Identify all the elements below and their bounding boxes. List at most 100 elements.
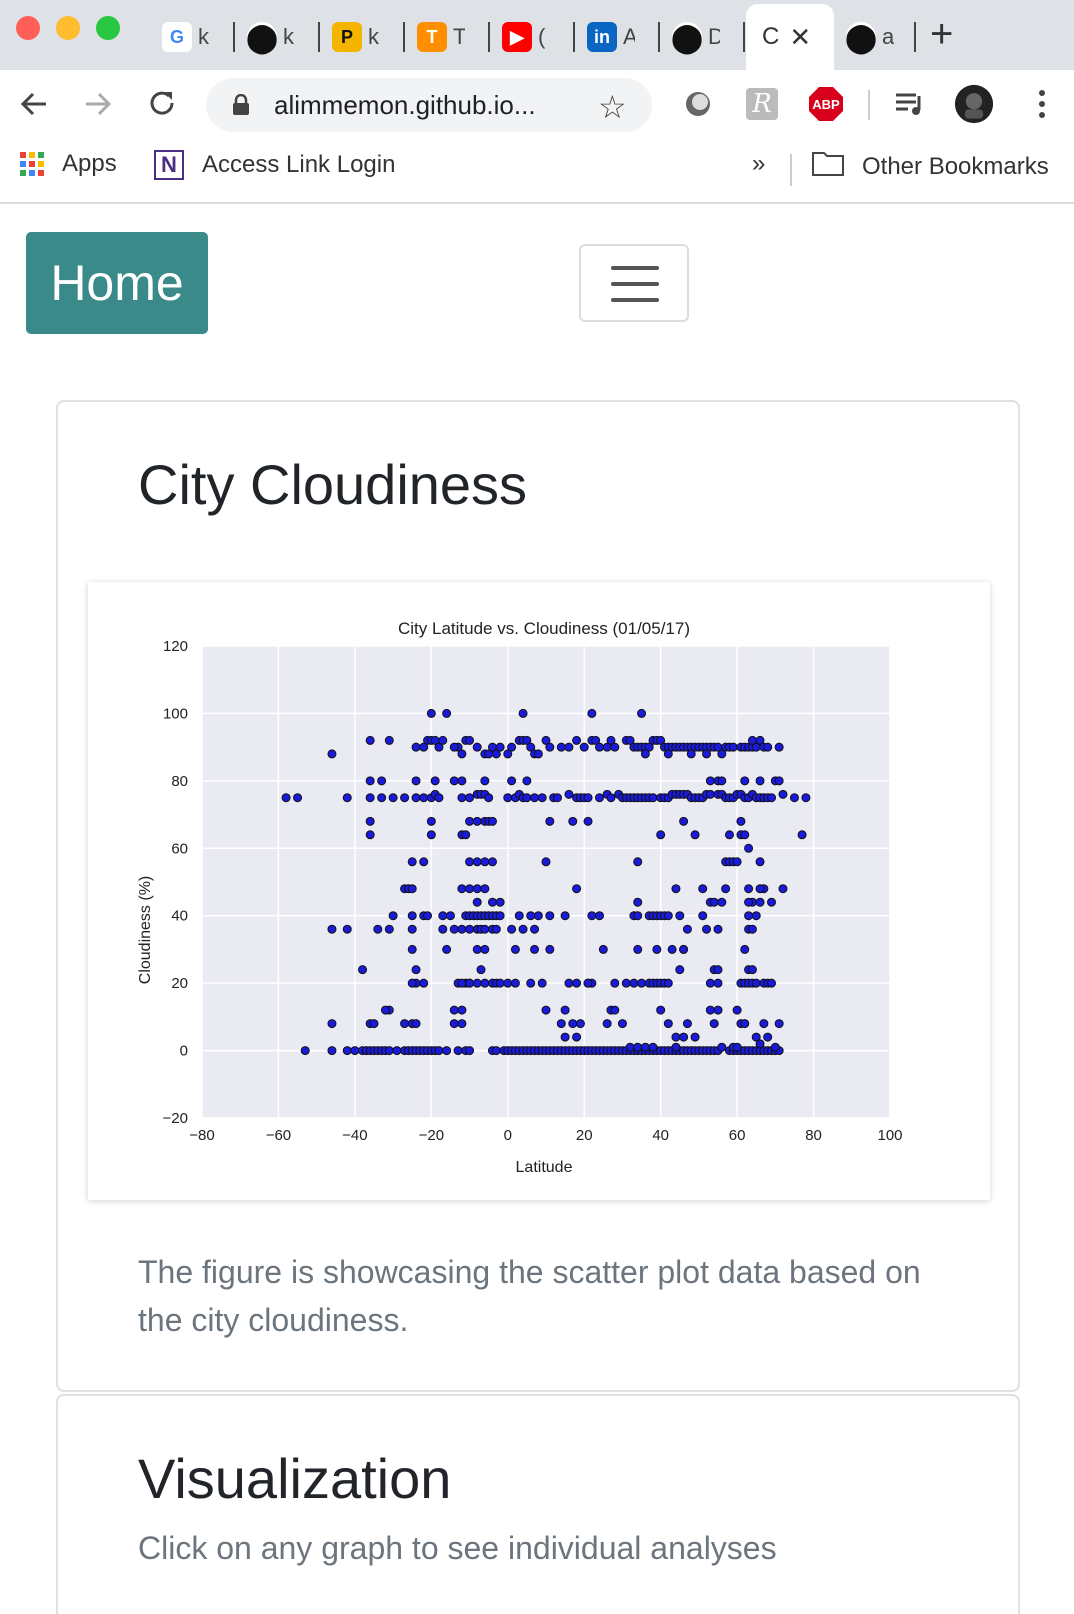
address-bar[interactable]: alimmemon.github.io... ☆ (206, 78, 652, 132)
x-tick-label: 60 (729, 1127, 746, 1144)
new-tab-button[interactable]: + (930, 12, 954, 56)
tab-active[interactable]: C ✕ (746, 4, 834, 70)
avatar[interactable] (954, 84, 994, 124)
navbar-toggle-button[interactable] (579, 244, 689, 322)
data-point (583, 978, 593, 988)
bookmark-star-icon[interactable]: ☆ (598, 89, 627, 125)
data-point (682, 1019, 692, 1029)
x-tick-label: 100 (877, 1127, 902, 1144)
data-point (380, 1005, 390, 1015)
data-point (442, 708, 452, 718)
tick-labels: −80 −60 −40 −20 0 20 40 60 80 100 −20 0 20 40 60 80 100 1… (163, 638, 903, 1144)
data-point (652, 944, 662, 954)
data-point (686, 749, 696, 759)
data-point (522, 735, 532, 745)
minimize-window-button[interactable] (56, 16, 80, 40)
tab-youtube[interactable]: ▶( (490, 8, 575, 66)
data-point (465, 857, 475, 867)
nu-logo-icon: N (154, 150, 184, 180)
tab-github[interactable]: ⬤ a (834, 8, 916, 66)
data-point (449, 1019, 459, 1029)
data-point (721, 884, 731, 894)
data-point (407, 911, 417, 921)
reload-icon[interactable] (142, 84, 182, 124)
data-point (602, 1019, 612, 1029)
data-point (411, 742, 421, 752)
data-point (732, 857, 742, 867)
x-tick-label: −40 (342, 1127, 367, 1144)
data-point (637, 708, 647, 718)
bookmark-access-link[interactable]: N Access Link Login (154, 150, 395, 180)
forward-icon[interactable] (78, 84, 118, 124)
tab-linkedin[interactable]: in A (575, 8, 660, 66)
data-point (713, 1005, 723, 1015)
data-point (530, 793, 540, 803)
tab-separator (488, 22, 490, 52)
data-point (430, 776, 440, 786)
folder-icon (812, 150, 844, 183)
data-point (572, 1032, 582, 1042)
tab-github[interactable]: ⬤ D (660, 8, 745, 66)
data-point (407, 924, 417, 934)
bookmark-other[interactable]: Other Bookmarks (812, 150, 1049, 183)
data-point (495, 978, 505, 988)
home-button[interactable]: Home (26, 232, 208, 334)
data-point (560, 1032, 570, 1042)
data-point (610, 742, 620, 752)
x-axis-label: Latitude (516, 1159, 573, 1176)
data-point (740, 776, 750, 786)
card-visualization: Visualization Click on any graph to see … (56, 1394, 1020, 1614)
data-point (510, 978, 520, 988)
data-point (564, 789, 574, 799)
data-point (377, 776, 387, 786)
data-point (426, 708, 436, 718)
bookmarks-overflow-button[interactable]: » (752, 150, 766, 177)
r-icon[interactable]: R (742, 84, 782, 124)
close-icon[interactable]: ✕ (789, 21, 812, 52)
data-point (350, 1046, 360, 1056)
data-point (293, 793, 303, 803)
data-point (556, 1019, 566, 1029)
tab-github[interactable]: ⬤ k (235, 8, 320, 66)
data-point (457, 776, 467, 786)
data-point (644, 742, 654, 752)
maximize-window-button[interactable] (96, 16, 120, 40)
data-point (606, 793, 616, 803)
data-point (518, 924, 528, 934)
data-point (751, 1032, 761, 1042)
y-tick-label: −20 (163, 1110, 188, 1127)
chart-figure[interactable]: City Latitude vs. Cloudiness (01/05/17) … (88, 582, 990, 1200)
data-point (713, 924, 723, 934)
data-point (472, 978, 482, 988)
menu-icon[interactable] (1022, 84, 1062, 124)
data-point (518, 708, 528, 718)
data-point (679, 816, 689, 826)
data-point (682, 924, 692, 934)
url-text[interactable]: alimmemon.github.io... (274, 90, 536, 120)
adblock-plus-icon[interactable]: ABP (806, 84, 846, 124)
data-point (568, 816, 578, 826)
ring-icon[interactable] (678, 84, 718, 124)
data-point (384, 1046, 394, 1056)
data-point (717, 897, 727, 907)
back-icon[interactable] (14, 84, 54, 124)
data-point (472, 816, 482, 826)
close-window-button[interactable] (16, 16, 40, 40)
media-control-icon[interactable] (890, 84, 930, 124)
y-tick-label: 20 (171, 975, 188, 992)
data-point (487, 816, 497, 826)
data-point (365, 793, 375, 803)
data-point (610, 978, 620, 988)
data-point (442, 944, 452, 954)
data-point (507, 776, 517, 786)
data-point (342, 793, 352, 803)
data-point (751, 911, 761, 921)
data-point (300, 1046, 310, 1056)
data-point (438, 911, 448, 921)
bookmark-apps[interactable]: Apps (20, 150, 117, 178)
tab-separator (233, 22, 235, 52)
tab-title: ( (538, 24, 546, 49)
